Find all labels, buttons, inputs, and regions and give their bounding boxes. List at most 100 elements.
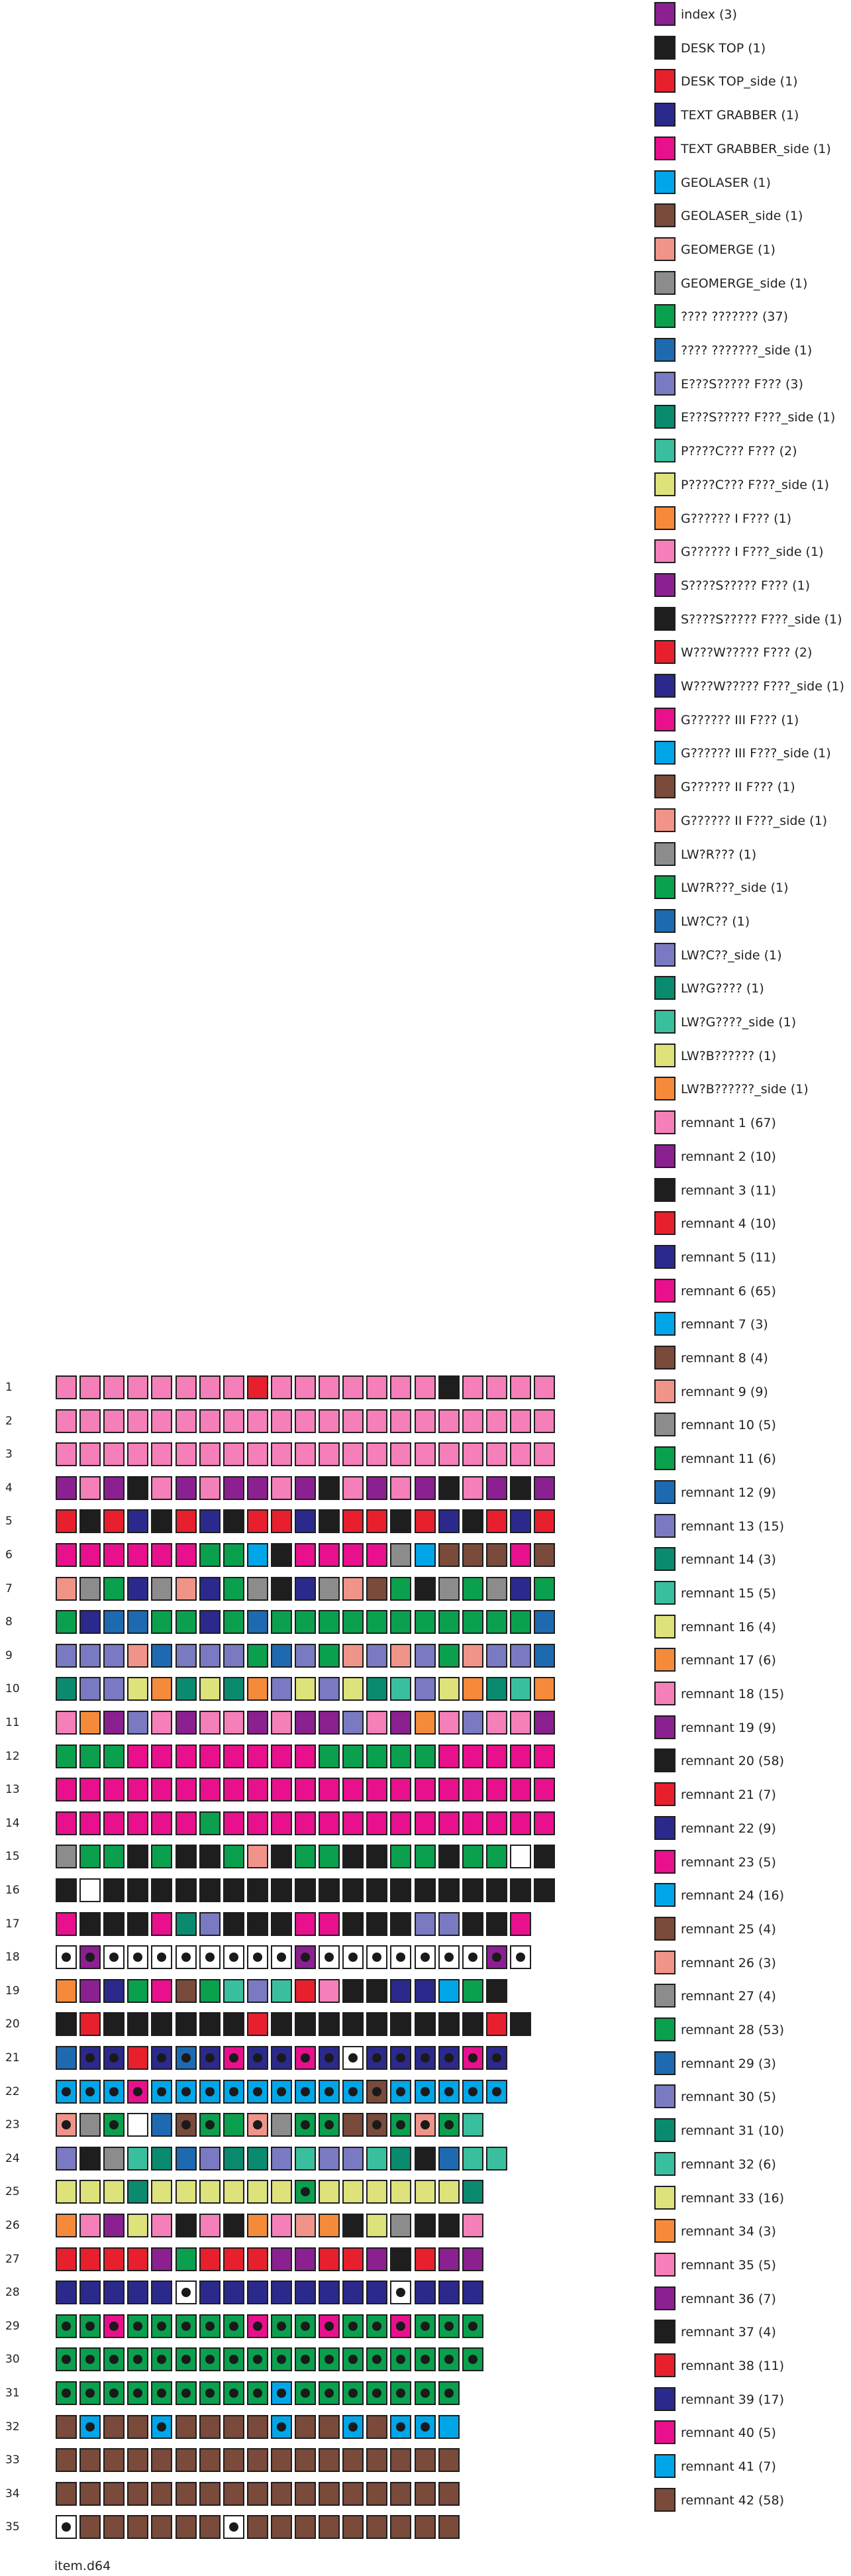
sector-marker-dot xyxy=(205,2086,215,2096)
sector-cell xyxy=(103,1610,125,1635)
sector-cell xyxy=(79,2247,101,2271)
sector-cell xyxy=(223,1778,244,1802)
sector-cell xyxy=(223,2314,244,2338)
sector-cell xyxy=(199,1744,221,1768)
sector-cell xyxy=(319,2281,340,2305)
sector-cell xyxy=(127,1543,149,1567)
sector-cell xyxy=(295,1442,316,1467)
sector-cell xyxy=(151,2214,173,2237)
sector-cell xyxy=(56,2347,77,2372)
legend-label: remnant 15 (5) xyxy=(681,1585,776,1601)
sector-marker-dot xyxy=(396,2086,406,2096)
sector-cell xyxy=(127,1409,149,1433)
legend-swatch xyxy=(654,371,676,396)
sector-cell xyxy=(127,1878,149,1902)
sector-cell xyxy=(366,2146,388,2171)
sector-cell xyxy=(366,1911,388,1936)
sector-cell xyxy=(199,1576,221,1601)
sector-marker-dot xyxy=(276,2355,286,2365)
legend-swatch xyxy=(654,1815,676,1840)
sector-cell xyxy=(151,2146,173,2171)
sector-cell xyxy=(342,1409,364,1433)
sector-cell xyxy=(534,1509,555,1534)
legend-swatch xyxy=(654,136,676,160)
sector-cell xyxy=(390,1576,412,1601)
sector-cell xyxy=(246,1911,268,1936)
sector-marker-dot xyxy=(133,2321,143,2331)
track-label: 28 xyxy=(5,2286,20,2300)
sector-cell xyxy=(79,2113,101,2137)
sector-marker-dot xyxy=(444,1953,454,1962)
sector-marker-dot xyxy=(62,2321,71,2331)
sector-cell xyxy=(127,2146,149,2171)
sector-cell xyxy=(390,2314,412,2338)
sector-cell xyxy=(223,2046,244,2070)
sector-cell xyxy=(56,2214,77,2237)
sector-cell xyxy=(175,1442,197,1467)
sector-cell xyxy=(342,1543,364,1567)
sector-cell xyxy=(103,1911,125,1936)
sector-cell xyxy=(509,1543,531,1567)
sector-cell xyxy=(342,2079,364,2104)
legend-label: E???S????? F???_side (1) xyxy=(681,410,836,425)
sector-cell xyxy=(56,2281,77,2305)
sector-cell xyxy=(462,1978,483,2003)
sector-cell xyxy=(295,2079,316,2104)
sector-cell xyxy=(295,2515,316,2540)
sector-cell xyxy=(79,1442,101,1467)
sector-cell xyxy=(175,2012,197,2037)
sector-cell xyxy=(342,1945,364,1970)
sector-cell xyxy=(414,1476,436,1500)
sector-marker-dot xyxy=(157,2086,167,2096)
sector-cell xyxy=(462,1911,483,1936)
sector-cell xyxy=(199,2448,221,2473)
sector-cell xyxy=(56,1643,77,1668)
sector-cell xyxy=(390,1677,412,1701)
sector-cell xyxy=(414,2079,436,2104)
legend-item: remnant 21 (7) xyxy=(654,1782,851,1808)
sector-cell xyxy=(79,1375,101,1399)
sector-cell xyxy=(438,2046,460,2070)
sector-cell xyxy=(390,2481,412,2506)
sector-cell xyxy=(127,2247,149,2271)
sector-cell xyxy=(414,1375,436,1399)
sector-cell xyxy=(223,1476,244,1500)
sector-cell xyxy=(270,2314,292,2338)
sector-cell xyxy=(485,1811,507,1835)
sector-cell xyxy=(199,1476,221,1500)
sector-marker-dot xyxy=(252,2086,262,2096)
sector-cell xyxy=(79,1543,101,1567)
sector-cell xyxy=(534,1811,555,1835)
legend-item: remnant 19 (9) xyxy=(654,1715,851,1741)
sector-marker-dot xyxy=(325,1953,334,1962)
legend-label: remnant 21 (7) xyxy=(681,1788,776,1803)
sector-cell xyxy=(414,1845,436,1869)
sector-cell xyxy=(103,2281,125,2305)
sector-cell xyxy=(462,2046,483,2070)
sector-cell xyxy=(199,2214,221,2237)
sector-cell xyxy=(127,2414,149,2439)
sector-cell xyxy=(223,2381,244,2405)
sector-cell xyxy=(462,2146,483,2171)
legend-swatch xyxy=(654,203,676,228)
sector-cell xyxy=(199,2515,221,2540)
sector-marker-dot xyxy=(325,2053,334,2063)
sector-cell xyxy=(438,2481,460,2506)
sector-cell xyxy=(462,2314,483,2338)
sector-cell xyxy=(366,2481,388,2506)
sector-cell xyxy=(342,1845,364,1869)
legend-item: LW?G????_side (1) xyxy=(654,1009,851,1036)
legend-item: remnant 3 (11) xyxy=(654,1177,851,1204)
sector-cell xyxy=(319,1643,340,1668)
sector-cell xyxy=(246,2481,268,2506)
sector-cell xyxy=(319,1845,340,1869)
legend-label: index (3) xyxy=(681,7,737,22)
legend-item: remnant 18 (15) xyxy=(654,1681,851,1707)
sector-marker-dot xyxy=(228,2355,238,2365)
sector-cell xyxy=(319,2012,340,2037)
sector-cell xyxy=(246,1711,268,1735)
sector-cell xyxy=(295,2314,316,2338)
sector-marker-dot xyxy=(372,2120,382,2130)
legend-swatch xyxy=(654,170,676,194)
sector-cell xyxy=(438,2214,460,2237)
